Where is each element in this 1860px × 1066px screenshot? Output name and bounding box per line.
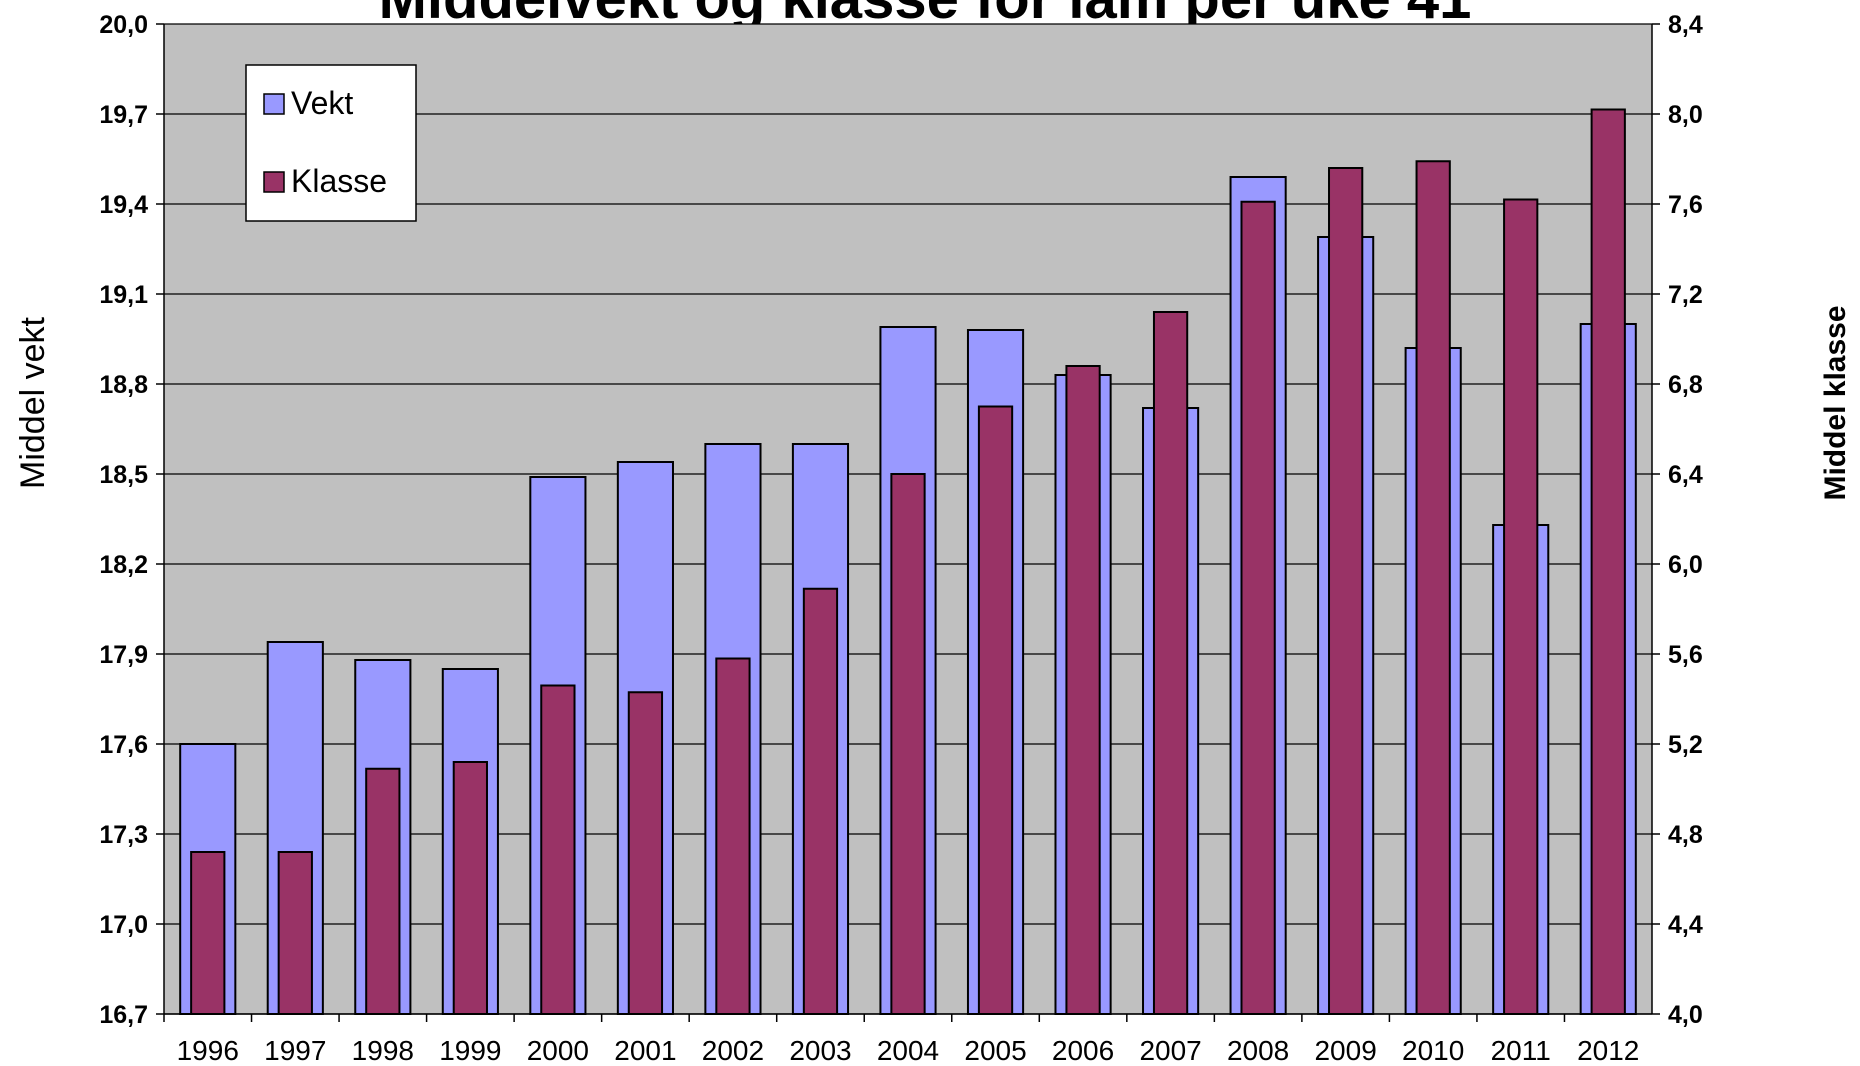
y2-tick-label: 5,2 (1668, 731, 1703, 759)
y-tick-label: 18,5 (99, 461, 148, 489)
x-tick-label: 2012 (1577, 1035, 1639, 1066)
bar (1152, 311, 1189, 1015)
y2-tick-label: 7,2 (1668, 281, 1703, 309)
x-tick-label: 2008 (1227, 1035, 1289, 1066)
x-tick-label: 2001 (614, 1035, 676, 1066)
bar (1328, 167, 1364, 1015)
legend-box (245, 64, 417, 222)
legend-label: Klasse (291, 163, 387, 199)
x-tick-label: 2011 (1491, 1035, 1551, 1066)
y-tick-label: 19,4 (99, 191, 148, 219)
y2-tick-label: 7,6 (1668, 191, 1703, 219)
y2-tick-label: 6,4 (1668, 461, 1703, 489)
x-tick-label: 2005 (964, 1035, 1026, 1066)
legend-swatch (263, 171, 285, 193)
y-tick-label: 20,0 (99, 11, 148, 39)
y-tick-label: 17,9 (99, 641, 148, 669)
x-tick-label: 2006 (1052, 1035, 1114, 1066)
y-tick-label: 17,0 (99, 911, 148, 939)
y-axis-label: Middel vekt (14, 316, 52, 489)
y-tick-label: 17,6 (99, 731, 148, 759)
bar (1415, 160, 1451, 1015)
bar (1503, 198, 1539, 1015)
bar (1065, 365, 1101, 1015)
y-tick-label: 17,3 (99, 821, 148, 849)
y2-tick-label: 4,8 (1668, 821, 1703, 849)
y2-tick-label: 8,4 (1668, 11, 1703, 39)
y-tick-label: 16,7 (99, 1001, 148, 1029)
bar (977, 405, 1014, 1015)
y2-tick-label: 8,0 (1668, 101, 1703, 129)
y2-tick-label: 4,0 (1668, 1001, 1703, 1029)
bar (802, 587, 839, 1015)
x-tick-label: 2002 (702, 1035, 764, 1066)
x-tick-label: 2009 (1314, 1035, 1376, 1066)
x-tick-label: 2007 (1139, 1035, 1201, 1066)
x-tick-label: 1996 (177, 1035, 239, 1066)
x-tick-label: 1997 (264, 1035, 326, 1066)
x-tick-label: 2003 (789, 1035, 851, 1066)
legend-label: Vekt (291, 85, 353, 121)
legend-swatch (263, 93, 285, 115)
y2-tick-label: 4,4 (1668, 911, 1703, 939)
bar (277, 851, 313, 1015)
y2-tick-label: 6,0 (1668, 551, 1703, 579)
x-tick-label: 1999 (439, 1035, 501, 1066)
bar (715, 657, 751, 1015)
y2-axis-label: Middel klasse (1819, 305, 1852, 500)
bar (1240, 200, 1276, 1015)
y-tick-label: 18,8 (99, 371, 148, 399)
x-tick-label: 2000 (527, 1035, 589, 1066)
y-tick-label: 19,1 (99, 281, 148, 309)
y2-tick-label: 6,8 (1668, 371, 1703, 399)
bar (190, 851, 226, 1015)
bar (1590, 108, 1626, 1015)
bar (452, 761, 488, 1015)
bar (890, 473, 926, 1015)
y-tick-label: 19,7 (99, 101, 148, 129)
y-tick-label: 18,2 (99, 551, 148, 579)
bar (365, 767, 401, 1015)
x-tick-label: 2010 (1402, 1035, 1464, 1066)
y2-tick-label: 5,6 (1668, 641, 1703, 669)
x-tick-label: 1998 (352, 1035, 414, 1066)
x-tick-label: 2004 (877, 1035, 939, 1066)
bar (627, 691, 664, 1015)
bar (540, 684, 576, 1015)
